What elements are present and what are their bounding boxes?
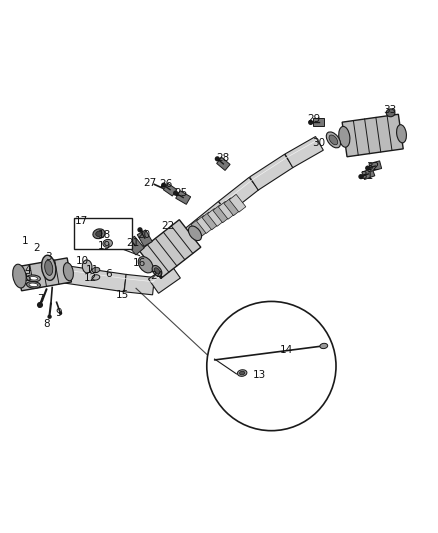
Text: 8: 8	[43, 319, 50, 329]
Text: 4: 4	[25, 264, 31, 274]
Ellipse shape	[237, 370, 247, 376]
Ellipse shape	[339, 126, 350, 147]
Text: 13: 13	[253, 370, 266, 380]
Ellipse shape	[138, 256, 153, 273]
Text: 31: 31	[360, 171, 373, 181]
Ellipse shape	[29, 277, 38, 280]
Text: 22: 22	[161, 221, 174, 231]
Text: 19: 19	[98, 240, 111, 251]
Polygon shape	[64, 266, 127, 292]
Text: 24: 24	[150, 271, 164, 281]
Text: 1: 1	[21, 236, 28, 246]
Text: 7: 7	[38, 294, 44, 304]
Text: 29: 29	[307, 114, 321, 124]
Text: 27: 27	[143, 177, 157, 188]
Polygon shape	[139, 220, 201, 278]
Text: 15: 15	[116, 290, 129, 300]
Polygon shape	[163, 183, 177, 196]
Polygon shape	[250, 154, 293, 190]
Polygon shape	[313, 118, 324, 126]
Circle shape	[365, 165, 371, 171]
Polygon shape	[229, 195, 246, 212]
Circle shape	[207, 302, 336, 431]
Circle shape	[59, 311, 62, 315]
Polygon shape	[17, 258, 71, 291]
Text: 17: 17	[75, 216, 88, 225]
Circle shape	[215, 156, 220, 161]
Text: 5: 5	[25, 273, 31, 283]
Ellipse shape	[92, 268, 100, 273]
Polygon shape	[124, 274, 155, 295]
Polygon shape	[224, 198, 240, 216]
Ellipse shape	[188, 226, 201, 240]
Text: 10: 10	[76, 256, 89, 266]
Text: 11: 11	[86, 264, 99, 274]
Ellipse shape	[29, 283, 38, 287]
Bar	[74, 217, 132, 249]
Ellipse shape	[396, 125, 406, 143]
Ellipse shape	[152, 265, 162, 276]
Polygon shape	[191, 219, 208, 237]
Polygon shape	[208, 208, 224, 227]
Circle shape	[161, 182, 166, 188]
Text: 21: 21	[126, 238, 139, 248]
Polygon shape	[213, 205, 230, 223]
Ellipse shape	[26, 275, 40, 281]
Polygon shape	[217, 157, 230, 171]
Ellipse shape	[13, 264, 26, 288]
Text: 9: 9	[55, 308, 62, 318]
Text: 12: 12	[84, 273, 97, 283]
Ellipse shape	[326, 132, 340, 148]
Text: 28: 28	[216, 153, 229, 163]
Circle shape	[126, 235, 131, 240]
Polygon shape	[342, 114, 403, 157]
Text: 25: 25	[174, 188, 187, 198]
Text: 6: 6	[106, 269, 112, 279]
Ellipse shape	[26, 281, 40, 288]
Polygon shape	[184, 201, 228, 242]
Ellipse shape	[386, 109, 395, 117]
Ellipse shape	[154, 268, 160, 274]
Text: 18: 18	[98, 230, 111, 240]
Ellipse shape	[103, 239, 113, 247]
Polygon shape	[285, 136, 323, 168]
Polygon shape	[219, 177, 259, 214]
Polygon shape	[126, 236, 144, 255]
Polygon shape	[197, 216, 213, 233]
Circle shape	[138, 227, 143, 232]
Polygon shape	[176, 191, 191, 204]
Text: 33: 33	[384, 105, 397, 115]
Polygon shape	[369, 161, 381, 171]
Ellipse shape	[93, 229, 105, 239]
Ellipse shape	[329, 135, 338, 145]
Polygon shape	[148, 264, 180, 293]
Text: 30: 30	[312, 139, 325, 148]
Text: 32: 32	[366, 162, 379, 172]
Ellipse shape	[320, 343, 328, 349]
Polygon shape	[219, 201, 235, 219]
Ellipse shape	[95, 231, 102, 237]
Ellipse shape	[82, 260, 92, 273]
Text: 14: 14	[280, 345, 293, 356]
Ellipse shape	[92, 274, 100, 280]
Ellipse shape	[240, 372, 245, 375]
Polygon shape	[202, 212, 219, 230]
Text: 3: 3	[46, 252, 52, 262]
Circle shape	[308, 120, 313, 125]
Polygon shape	[362, 168, 375, 180]
Circle shape	[37, 302, 43, 308]
Text: 26: 26	[159, 180, 173, 189]
Circle shape	[173, 190, 178, 196]
Polygon shape	[137, 230, 152, 246]
Circle shape	[47, 314, 52, 319]
Circle shape	[358, 174, 364, 179]
Text: 16: 16	[133, 258, 146, 268]
Text: 2: 2	[33, 243, 40, 253]
Ellipse shape	[45, 260, 53, 276]
Ellipse shape	[42, 255, 56, 280]
Ellipse shape	[64, 263, 73, 281]
Text: 20: 20	[138, 230, 151, 240]
